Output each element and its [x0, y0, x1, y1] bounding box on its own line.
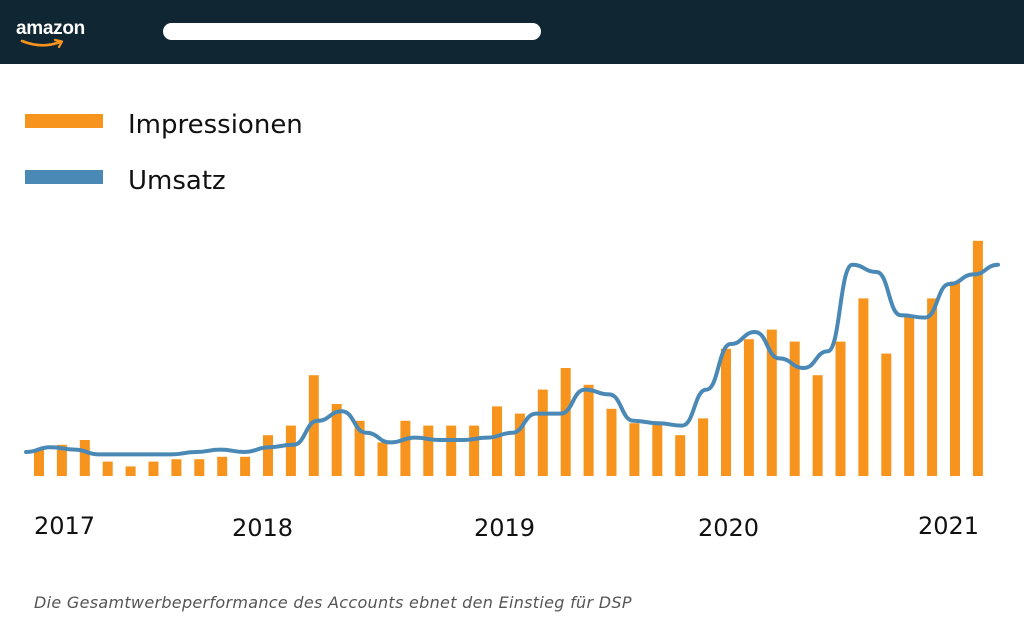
bar — [904, 315, 915, 476]
bar — [858, 298, 869, 476]
bar — [148, 461, 159, 476]
x-tick-label: 2017 — [34, 512, 96, 540]
search-bar[interactable] — [163, 23, 541, 40]
bar — [629, 423, 640, 476]
amazon-logo[interactable]: amazon — [16, 18, 85, 39]
bar — [102, 461, 113, 476]
bar — [789, 341, 800, 476]
amazon-smile-icon — [20, 38, 64, 48]
chart-caption: Die Gesamtwerbeperformance des Accounts … — [34, 593, 632, 612]
bar — [537, 389, 548, 476]
bar — [79, 440, 90, 476]
bar — [927, 298, 938, 476]
bar — [812, 375, 823, 476]
bar — [263, 435, 273, 476]
bar — [125, 466, 136, 476]
legend-swatch-bar — [25, 114, 103, 128]
bar — [675, 435, 686, 476]
bar — [721, 348, 731, 476]
bar — [469, 425, 480, 476]
chart — [24, 240, 1000, 476]
bar — [171, 459, 182, 476]
x-tick-label: 2019 — [474, 514, 536, 542]
bar — [56, 444, 67, 476]
top-bar: amazon — [0, 0, 1024, 64]
bar-series — [34, 240, 983, 476]
bar — [698, 418, 709, 476]
bar — [560, 368, 571, 476]
bar — [377, 442, 388, 476]
x-tick-label: 2021 — [918, 512, 980, 540]
bar — [835, 341, 846, 476]
bar — [492, 406, 502, 476]
x-tick-label: 2018 — [232, 514, 294, 542]
x-tick-label: 2020 — [698, 514, 760, 542]
bar — [446, 425, 457, 476]
bar — [766, 329, 777, 476]
line-series — [24, 262, 1000, 457]
bar — [950, 281, 960, 476]
bar — [972, 240, 983, 476]
bar — [217, 456, 228, 476]
bar — [652, 423, 663, 476]
umsatz-line — [24, 262, 1000, 457]
bar — [354, 420, 365, 476]
bar — [400, 420, 411, 476]
bar — [34, 449, 44, 476]
bar — [881, 353, 892, 476]
bar — [194, 459, 205, 476]
bar — [423, 425, 434, 476]
bar — [606, 408, 617, 476]
legend-label-umsatz: Umsatz — [128, 166, 226, 196]
bar — [583, 384, 594, 476]
bar — [743, 339, 754, 476]
bar — [308, 375, 319, 476]
bar — [285, 425, 296, 476]
bar — [240, 456, 251, 476]
legend-label-impressionen: Impressionen — [128, 110, 303, 140]
legend-swatch-line — [25, 170, 103, 184]
bar — [514, 413, 525, 476]
bar — [331, 404, 342, 476]
